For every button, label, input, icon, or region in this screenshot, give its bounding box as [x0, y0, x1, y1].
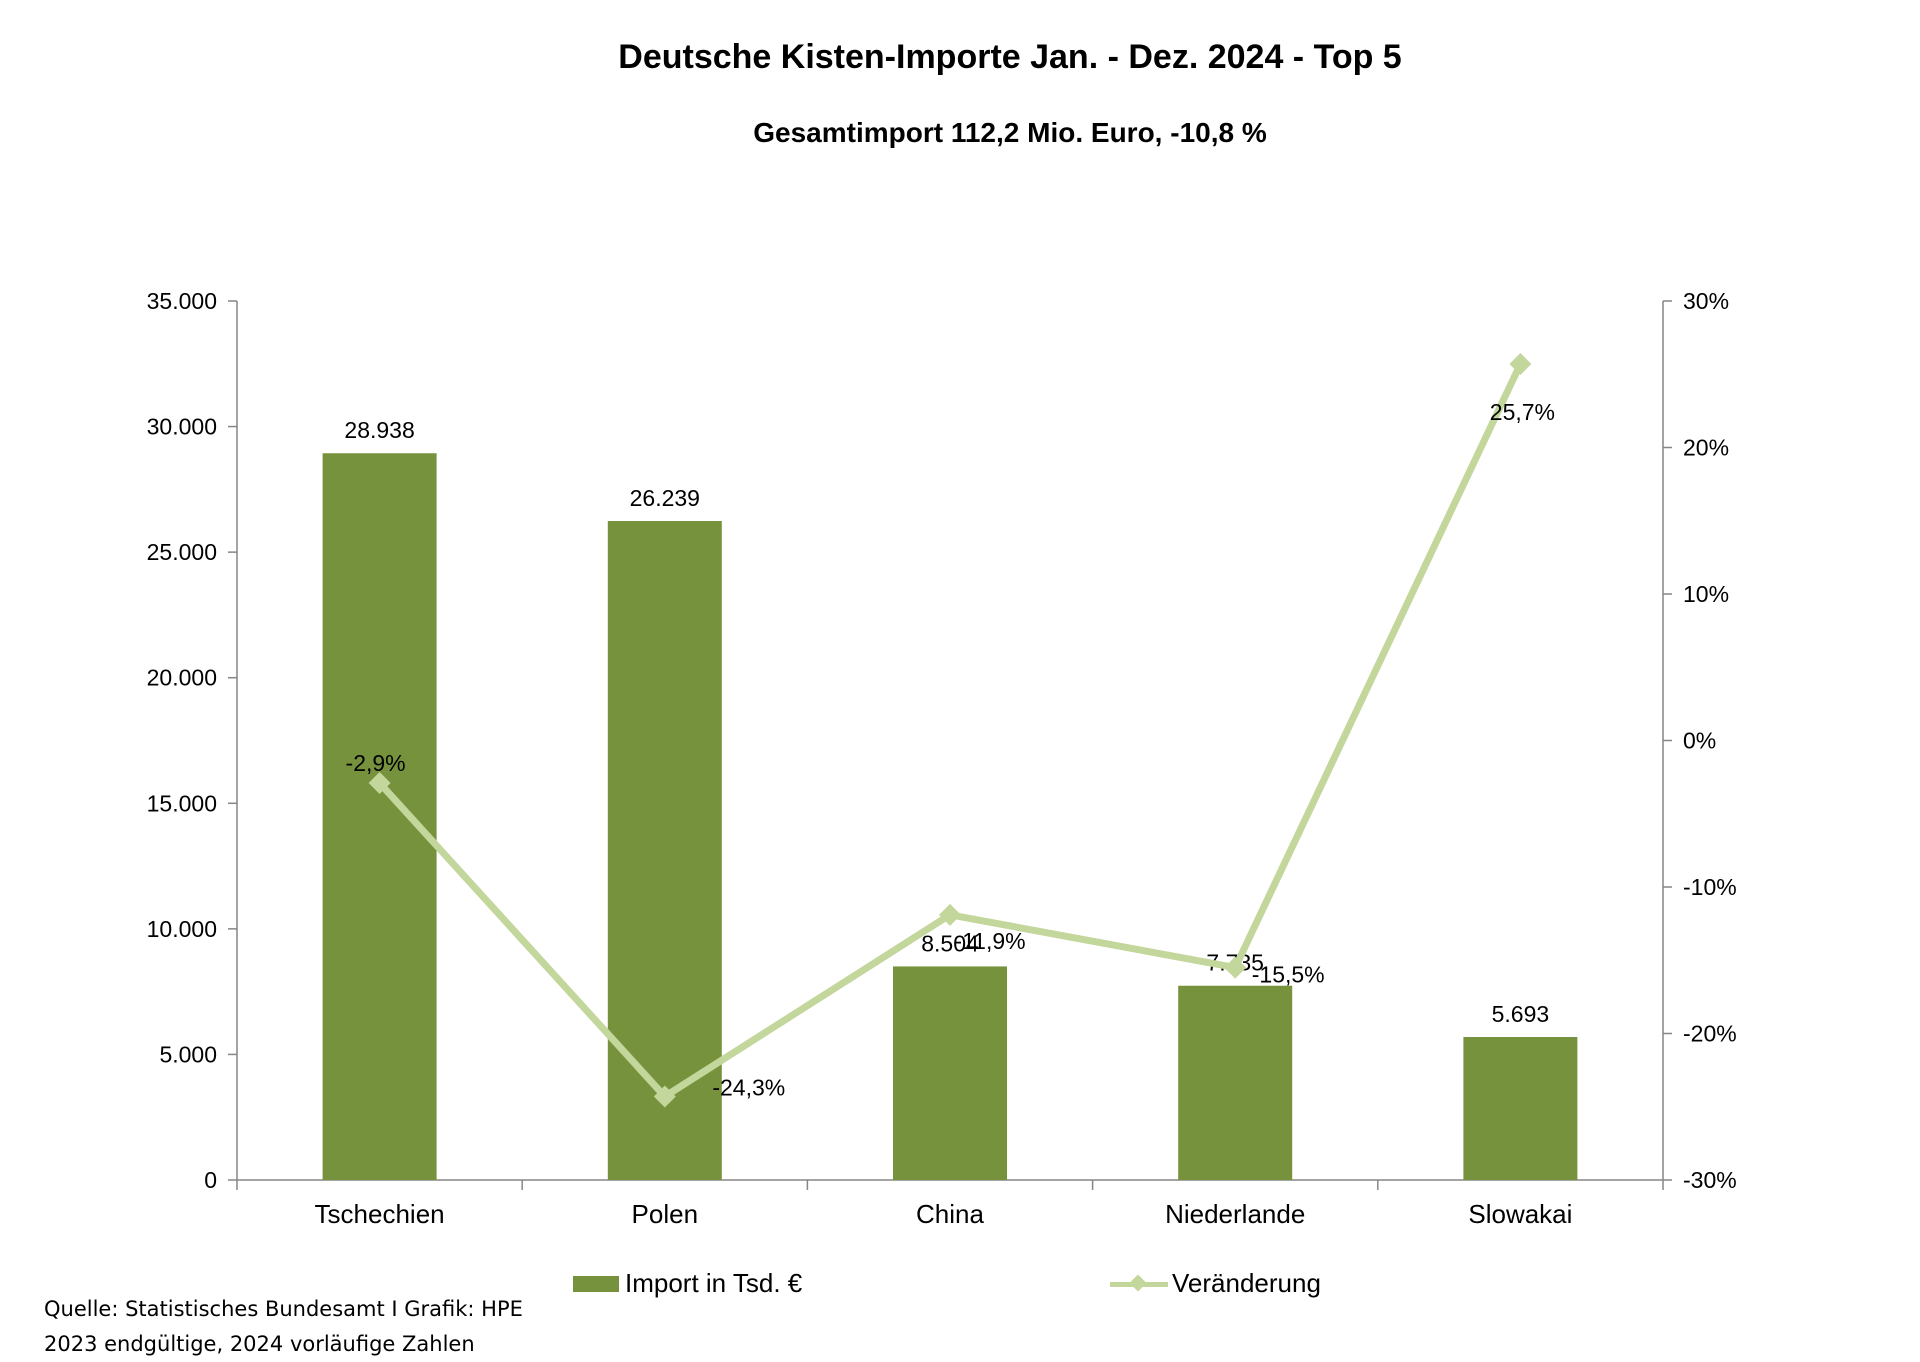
legend-item-change: Veränderung — [1110, 1268, 1321, 1299]
axes: 0 5.000 10.000 15.000 20.000 25.000 30.000 35.0… — [147, 288, 1737, 1229]
source-note-line-2: 2023 endgültige, 2024 vorläufige Zahlen — [44, 1332, 475, 1356]
legend-label-change: Veränderung — [1172, 1268, 1321, 1298]
y-left-tick-label: 25.000 — [147, 539, 217, 565]
legend: Import in Tsd. € Veränderung — [0, 1268, 1920, 1308]
chart-title: Deutsche Kisten-Importe Jan. - Dez. 2024… — [618, 38, 1402, 76]
bars — [322, 453, 1578, 1180]
chart-subtitle: Gesamtimport 112,2 Mio. Euro, -10,8 % — [753, 117, 1267, 148]
line-value-label: -11,9% — [954, 928, 1025, 954]
line-value-label: -24,3% — [712, 1074, 785, 1100]
legend-label-import: Import in Tsd. € — [625, 1268, 803, 1298]
bar-value-label: 28.938 — [344, 417, 414, 443]
legend-swatch-line — [1110, 1274, 1168, 1294]
change-marker — [939, 903, 961, 926]
line-labels: -2,9% -24,3% -11,9% -15,5% 25,7% — [346, 399, 1555, 1101]
y-left-tick-label: 10.000 — [147, 916, 217, 942]
line-value-label: -15,5% — [1252, 962, 1325, 988]
legend-item-import: Import in Tsd. € — [573, 1268, 802, 1299]
y-right-tick-label: 20% — [1683, 435, 1729, 461]
change-line-series — [368, 352, 1532, 1108]
bar — [322, 453, 437, 1180]
change-marker — [368, 771, 391, 794]
y-left-tick-label: 15.000 — [147, 790, 217, 816]
line-value-label: 25,7% — [1490, 399, 1555, 425]
x-tick-label: Slowakai — [1468, 1199, 1572, 1229]
y-right-tick-label: -30% — [1683, 1167, 1737, 1193]
legend-swatch-bar — [573, 1275, 619, 1292]
change-marker — [653, 1085, 676, 1108]
y-right-tick-label: 30% — [1683, 288, 1729, 314]
y-left-tick-label: 0 — [204, 1167, 217, 1193]
x-tick-label: Polen — [632, 1199, 699, 1229]
line-value-label: -2,9% — [346, 750, 406, 776]
bar-value-label: 5.693 — [1492, 1001, 1550, 1027]
x-tick-label: Niederlande — [1165, 1199, 1305, 1229]
y-left-tick-label: 30.000 — [147, 414, 217, 440]
y-left-tick-label: 5.000 — [159, 1041, 217, 1067]
y-left-tick-label: 20.000 — [147, 665, 217, 691]
change-marker — [1509, 352, 1532, 375]
change-marker — [1224, 956, 1247, 979]
bar-value-label: 26.239 — [630, 485, 700, 511]
y-right-tick-label: -10% — [1683, 874, 1737, 900]
source-note: Quelle: Statistisches Bundesamt I Grafik… — [44, 1292, 523, 1362]
y-right-tick-label: -20% — [1683, 1021, 1737, 1047]
source-note-line-1: Quelle: Statistisches Bundesamt I Grafik… — [44, 1297, 523, 1321]
x-tick-label: Tschechien — [315, 1199, 445, 1229]
y-right-tick-label: 0% — [1683, 728, 1716, 754]
x-tick-label: China — [916, 1199, 984, 1229]
y-right-tick-label: 10% — [1683, 581, 1729, 607]
bar — [1178, 985, 1293, 1180]
y-left-tick-label: 35.000 — [147, 288, 217, 314]
bar-value-label: 8.504 — [921, 930, 979, 956]
bar — [1463, 1037, 1578, 1180]
bar — [607, 521, 722, 1180]
bar — [893, 966, 1007, 1180]
